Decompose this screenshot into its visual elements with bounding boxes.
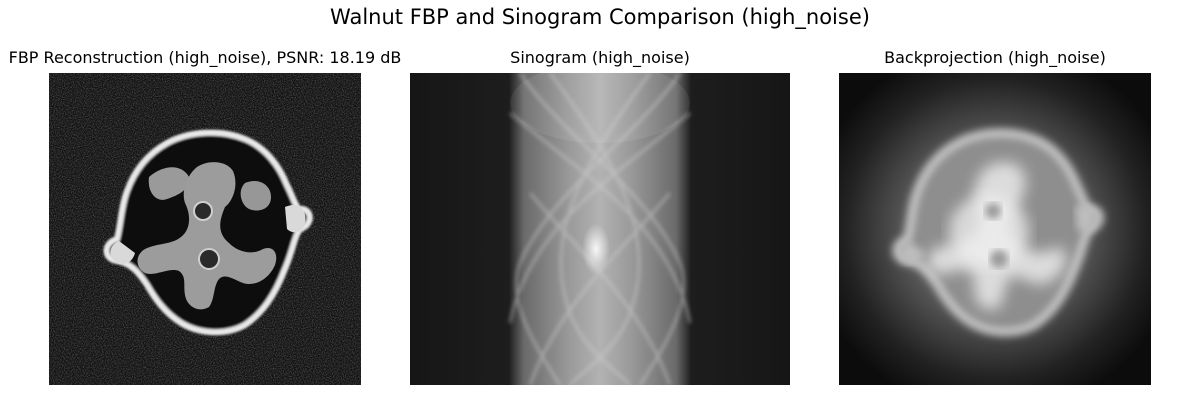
panel-title-fbp: FBP Reconstruction (high_noise), PSNR: 1… (8, 48, 402, 67)
figure-suptitle: Walnut FBP and Sinogram Comparison (high… (330, 5, 870, 29)
sinogram-image (410, 73, 790, 385)
panel-title-sinogram: Sinogram (high_noise) (510, 48, 690, 67)
panel-title-backprojection: Backprojection (high_noise) (884, 48, 1106, 67)
fbp-reconstruction-image (49, 73, 361, 385)
backprojection-image (839, 73, 1151, 385)
